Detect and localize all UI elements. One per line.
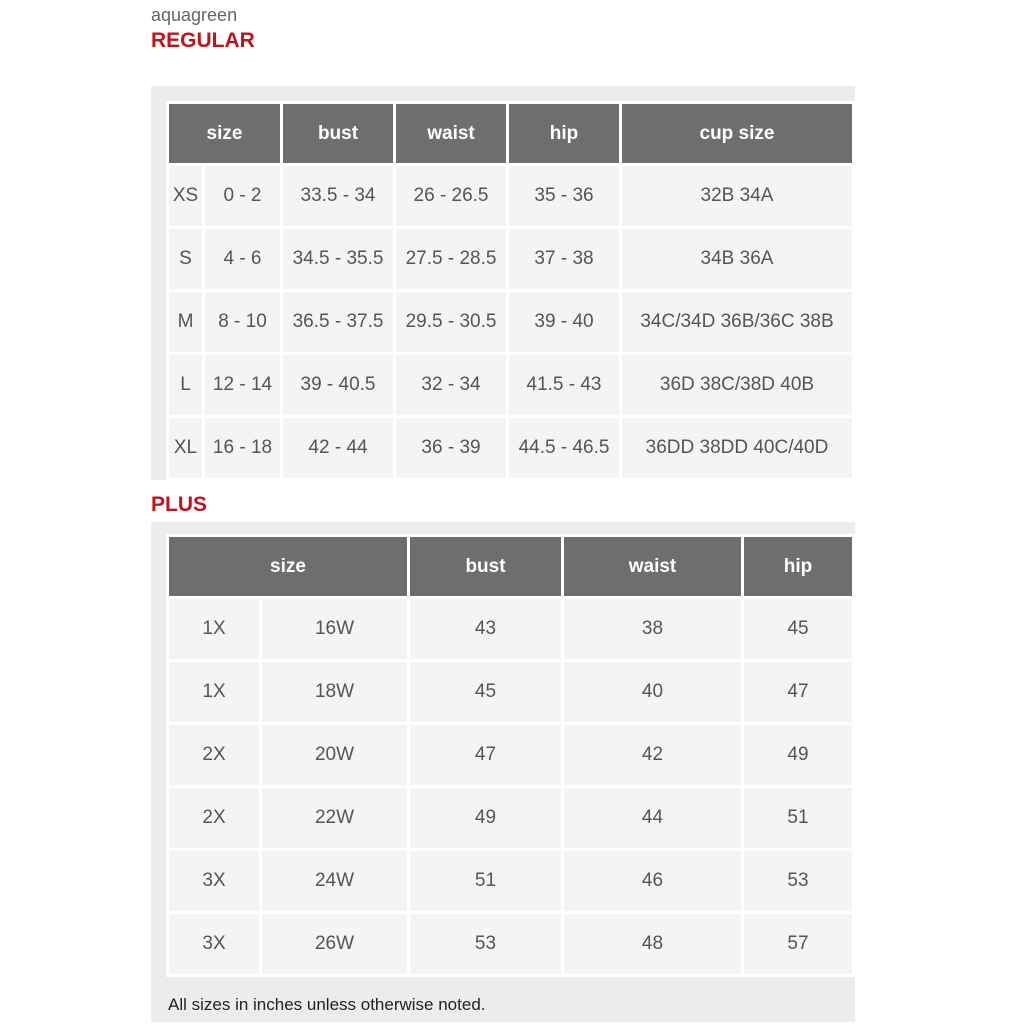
- table-cell: 43: [410, 599, 561, 659]
- table-cell: 44.5 - 46.5: [509, 418, 619, 478]
- table-cell: 35 - 36: [509, 166, 619, 226]
- table-cell: 1X: [169, 599, 259, 659]
- table-cell: 36.5 - 37.5: [283, 292, 393, 352]
- table-cell: 47: [744, 662, 852, 722]
- table-cell: 42 - 44: [283, 418, 393, 478]
- column-header-size: size: [169, 104, 280, 163]
- table-row: 3X 24W 51 46 53: [169, 851, 852, 911]
- table-cell: 34.5 - 35.5: [283, 229, 393, 289]
- table-cell: 39 - 40.5: [283, 355, 393, 415]
- table-cell: 1X: [169, 662, 259, 722]
- regular-section-title: REGULAR: [151, 29, 255, 52]
- table-cell: 26 - 26.5: [396, 166, 506, 226]
- column-header-hip: hip: [744, 537, 852, 596]
- table-cell: 36DD 38DD 40C/40D: [622, 418, 852, 478]
- table-cell: 34B 36A: [622, 229, 852, 289]
- table-cell: 36 - 39: [396, 418, 506, 478]
- table-cell: L: [169, 355, 202, 415]
- table-cell: 3X: [169, 851, 259, 911]
- table-cell: 57: [744, 914, 852, 974]
- table-row: XL 16 - 18 42 - 44 36 - 39 44.5 - 46.5 36DD 3…: [169, 418, 852, 478]
- table-cell: 42: [564, 725, 741, 785]
- table-row: L 12 - 14 39 - 40.5 32 - 34 41.5 - 43 36D 38C…: [169, 355, 852, 415]
- table-cell: 29.5 - 30.5: [396, 292, 506, 352]
- table-cell: 51: [744, 788, 852, 848]
- table-cell: 4 - 6: [205, 229, 280, 289]
- table-row: 1X 18W 45 40 47: [169, 662, 852, 722]
- table-cell: 22W: [262, 788, 407, 848]
- table-cell: 39 - 40: [509, 292, 619, 352]
- table-cell: 34C/34D 36B/36C 38B: [622, 292, 852, 352]
- column-header-hip: hip: [509, 104, 619, 163]
- table-cell: 36D 38C/38D 40B: [622, 355, 852, 415]
- table-row: XS 0 - 2 33.5 - 34 26 - 26.5 35 - 36 32B 34A: [169, 166, 852, 226]
- table-cell: 2X: [169, 725, 259, 785]
- table-cell: XS: [169, 166, 202, 226]
- table-cell: 49: [410, 788, 561, 848]
- table-cell: 18W: [262, 662, 407, 722]
- column-header-size: size: [169, 537, 407, 596]
- table-cell: 40: [564, 662, 741, 722]
- table-cell: 37 - 38: [509, 229, 619, 289]
- table-header-row: size bust waist hip cup size: [169, 104, 852, 163]
- table-row: 2X 22W 49 44 51: [169, 788, 852, 848]
- table-cell: 3X: [169, 914, 259, 974]
- table-cell: 41.5 - 43: [509, 355, 619, 415]
- table-cell: 53: [410, 914, 561, 974]
- table-cell: 53: [744, 851, 852, 911]
- table-cell: 44: [564, 788, 741, 848]
- table-cell: 38: [564, 599, 741, 659]
- table-cell: 16W: [262, 599, 407, 659]
- table-cell: 45: [410, 662, 561, 722]
- table-cell: 49: [744, 725, 852, 785]
- table-row: 3X 26W 53 48 57: [169, 914, 852, 974]
- plus-section-title: PLUS: [151, 493, 208, 516]
- table-cell: 48: [564, 914, 741, 974]
- column-header-bust: bust: [283, 104, 393, 163]
- table-cell: 8 - 10: [205, 292, 280, 352]
- regular-size-table: size bust waist hip cup size XS 0 - 2 33.5 - 3…: [166, 101, 855, 481]
- column-header-cup-size: cup size: [622, 104, 852, 163]
- table-row: 1X 16W 43 38 45: [169, 599, 852, 659]
- table-cell: 51: [410, 851, 561, 911]
- plus-size-table: size bust waist hip 1X 16W 43 38 45 1X 18W 45 40 47 2…: [166, 534, 855, 977]
- column-header-waist: waist: [564, 537, 741, 596]
- table-cell: 32 - 34: [396, 355, 506, 415]
- table-cell: 16 - 18: [205, 418, 280, 478]
- table-cell: 27.5 - 28.5: [396, 229, 506, 289]
- table-cell: XL: [169, 418, 202, 478]
- column-header-waist: waist: [396, 104, 506, 163]
- column-header-bust: bust: [410, 537, 561, 596]
- table-cell: 2X: [169, 788, 259, 848]
- table-cell: M: [169, 292, 202, 352]
- table-cell: 47: [410, 725, 561, 785]
- table-cell: 12 - 14: [205, 355, 280, 415]
- table-cell: 20W: [262, 725, 407, 785]
- table-cell: 24W: [262, 851, 407, 911]
- table-cell: 26W: [262, 914, 407, 974]
- table-cell: 0 - 2: [205, 166, 280, 226]
- table-cell: S: [169, 229, 202, 289]
- table-header-row: size bust waist hip: [169, 537, 852, 596]
- table-cell: 32B 34A: [622, 166, 852, 226]
- table-row: 2X 20W 47 42 49: [169, 725, 852, 785]
- table-cell: 45: [744, 599, 852, 659]
- brand-name: aquagreen: [151, 5, 238, 25]
- table-cell: 46: [564, 851, 741, 911]
- table-cell: 33.5 - 34: [283, 166, 393, 226]
- footnote: All sizes in inches unless otherwise not…: [168, 995, 486, 1014]
